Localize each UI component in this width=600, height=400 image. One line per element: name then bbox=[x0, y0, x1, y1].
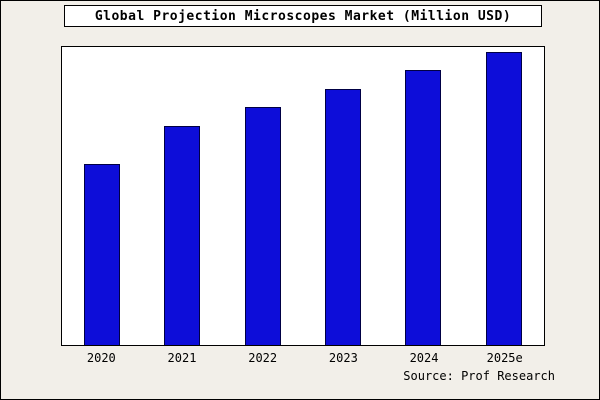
bar-slot bbox=[142, 47, 222, 345]
bar-2023 bbox=[325, 88, 362, 345]
x-tick-label-2025e: 2025e bbox=[486, 351, 523, 365]
bar-slot bbox=[303, 47, 383, 345]
plot-area bbox=[61, 46, 545, 346]
bar-2020 bbox=[84, 164, 121, 345]
bar-slot bbox=[383, 47, 463, 345]
bars-container bbox=[62, 47, 544, 345]
bar-2024 bbox=[405, 69, 442, 345]
bar-2022 bbox=[244, 106, 281, 345]
bar-2021 bbox=[164, 126, 201, 345]
x-tick-label-2023: 2023 bbox=[328, 351, 358, 365]
chart-title: Global Projection Microscopes Market (Mi… bbox=[64, 5, 542, 27]
bar-2025e bbox=[485, 51, 522, 345]
x-tick-label-2024: 2024 bbox=[409, 351, 439, 365]
x-axis-labels: 2020 2021 2022 2023 2024 2025e bbox=[61, 351, 545, 365]
x-tick-label-2021: 2021 bbox=[167, 351, 197, 365]
x-tick-label-2022: 2022 bbox=[248, 351, 278, 365]
bar-slot bbox=[223, 47, 303, 345]
x-tick-label-2020: 2020 bbox=[86, 351, 116, 365]
source-text: Source: Prof Research bbox=[403, 369, 555, 383]
bar-slot bbox=[464, 47, 544, 345]
bar-slot bbox=[62, 47, 142, 345]
